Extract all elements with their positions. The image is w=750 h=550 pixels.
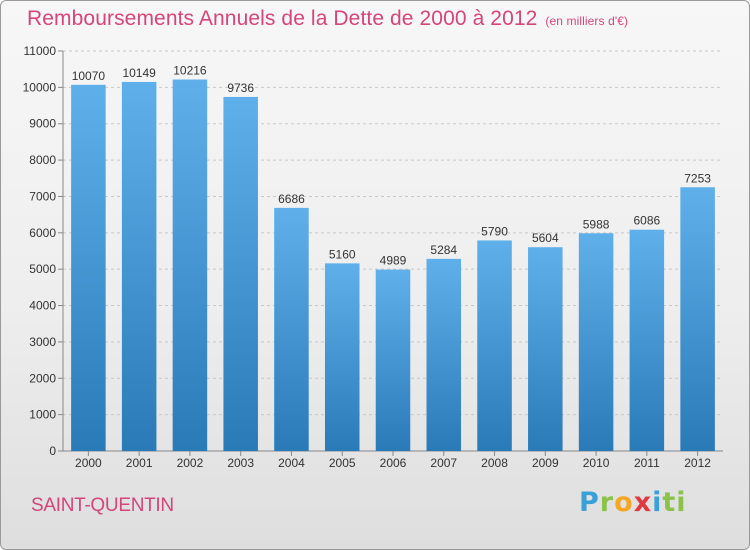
data-label: 4989 [380, 254, 407, 268]
logo-letter: ti [662, 487, 687, 518]
bar [477, 240, 512, 451]
x-tick-label: 2010 [583, 456, 610, 470]
bar [223, 96, 258, 452]
bar [578, 233, 614, 451]
y-tick-label: 1000 [29, 408, 56, 422]
bar [528, 247, 563, 451]
data-label: 5604 [532, 231, 559, 245]
y-tick-label: 4000 [29, 299, 56, 313]
data-label: 10149 [122, 66, 156, 80]
x-tick-label: 2000 [75, 456, 102, 470]
bars [71, 79, 715, 452]
chart-subtitle: (en milliers d'€) [545, 14, 629, 28]
x-tick-label: 2003 [227, 456, 254, 470]
x-tick-label: 2006 [380, 456, 407, 470]
data-label: 7253 [684, 171, 711, 185]
x-tick-label: 2008 [481, 456, 508, 470]
data-label: 5284 [430, 243, 457, 257]
data-label: 6086 [633, 214, 660, 228]
city-name: SAINT-QUENTIN [31, 495, 174, 516]
x-tick-label: 2011 [634, 456, 660, 470]
y-tick-label: 0 [49, 444, 56, 458]
data-label: 9736 [227, 81, 254, 95]
data-label: 5988 [583, 217, 610, 231]
logo-letter: r [599, 487, 615, 518]
data-label: 10216 [173, 64, 207, 78]
bar [172, 79, 208, 451]
x-tick-label: 2012 [684, 456, 711, 470]
y-tick-label: 2000 [29, 371, 56, 385]
logo-letter: P [579, 487, 600, 518]
chart-title: Remboursements Annuels de la Dette de 20… [27, 7, 628, 31]
x-tick-label: 2004 [278, 456, 305, 470]
y-tick-label: 7000 [29, 189, 56, 203]
chart-title-text: Remboursements Annuels de la Dette de 20… [27, 7, 538, 30]
bar [274, 207, 309, 451]
y-tick-label: 10000 [23, 80, 57, 94]
labels: 0 1000 2000 3000 4000 5000 6000 7000 8000 9000 100… [23, 44, 712, 470]
x-tick-label: 2005 [329, 456, 356, 470]
bar [629, 229, 665, 451]
y-tick-label: 3000 [29, 335, 56, 349]
x-tick-label: 2009 [532, 456, 559, 470]
bar [426, 258, 462, 451]
x-tick-label: 2007 [430, 456, 457, 470]
bar [324, 263, 360, 451]
data-label: 5790 [481, 224, 508, 238]
x-tick-label: 2002 [177, 456, 204, 470]
data-label: 6686 [278, 192, 305, 206]
logo-letter: i [652, 487, 663, 518]
y-tick-label: 11000 [24, 44, 57, 58]
x-tick-label: 2001 [126, 456, 153, 470]
logo-letter: o [614, 487, 634, 518]
y-tick-label: 6000 [29, 226, 56, 240]
logo-letter: x [633, 487, 653, 518]
bar [375, 269, 411, 451]
data-label: 10070 [72, 69, 106, 83]
proxiti-logo[interactable]: Proxiti [579, 487, 687, 518]
y-tick-label: 9000 [29, 117, 56, 131]
y-tick-label: 8000 [29, 153, 56, 167]
bar [121, 81, 157, 451]
bar [680, 187, 715, 451]
y-tick-label: 5000 [29, 262, 56, 276]
data-label: 5160 [329, 247, 356, 261]
bar [71, 84, 106, 452]
